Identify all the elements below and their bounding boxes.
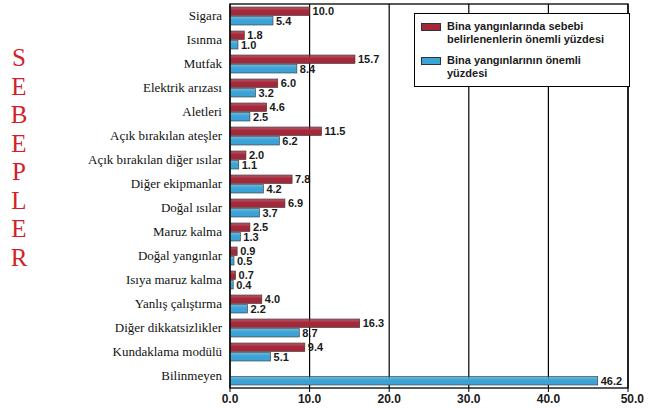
bar bbox=[230, 343, 305, 352]
data-label: 1.0 bbox=[241, 39, 256, 51]
legend-text: Bina yangınlarında sebebi belirlenenleri… bbox=[447, 20, 604, 45]
tick-label: 0.0 bbox=[222, 392, 239, 406]
legend-text: Bina yangınlarının önemli yüzdesi bbox=[447, 54, 581, 79]
data-label: 11.5 bbox=[325, 125, 346, 137]
legend-item: Bina yangınlarının önemli yüzdesi bbox=[421, 54, 623, 80]
plot-area bbox=[230, 4, 628, 388]
bar bbox=[230, 137, 279, 146]
bar bbox=[230, 175, 292, 184]
data-label: 0.4 bbox=[236, 279, 252, 291]
category-label: Açık bırakılan diğer ısılar bbox=[88, 152, 223, 167]
data-label: 4.6 bbox=[270, 101, 285, 113]
data-label: 8.7 bbox=[302, 327, 317, 339]
category-label: Bilinmeyen bbox=[161, 368, 222, 383]
category-label: Doğal ısılar bbox=[161, 200, 223, 215]
category-label: Açık bırakılan ateşler bbox=[110, 128, 223, 143]
data-label: 2.5 bbox=[253, 111, 268, 123]
data-label: 0.5 bbox=[237, 255, 252, 267]
data-label: 10.0 bbox=[313, 5, 334, 17]
data-label: 5.4 bbox=[276, 15, 292, 27]
grid bbox=[230, 4, 628, 392]
data-label: 46.2 bbox=[601, 375, 622, 387]
bar bbox=[230, 185, 263, 194]
category-label: Sigara bbox=[189, 8, 222, 23]
bar bbox=[230, 233, 240, 242]
legend-swatch bbox=[421, 23, 441, 31]
data-label: 15.7 bbox=[358, 53, 379, 65]
bar bbox=[230, 209, 259, 218]
legend: Bina yangınlarında sebebi belirlenenleri… bbox=[414, 13, 630, 87]
bar bbox=[230, 55, 355, 64]
data-label: 7.8 bbox=[295, 173, 310, 185]
legend-item: Bina yangınlarında sebebi belirlenenleri… bbox=[421, 20, 623, 46]
data-label: 2.2 bbox=[251, 303, 266, 315]
category-label: Diğer ekipmanlar bbox=[131, 176, 223, 191]
category-label: Isınma bbox=[187, 32, 223, 47]
y-axis-label: SEBEPLER bbox=[11, 44, 28, 271]
bar bbox=[230, 305, 248, 314]
tick-label: 10.0 bbox=[298, 392, 322, 406]
data-label: 6.2 bbox=[282, 135, 297, 147]
data-label: 3.7 bbox=[262, 207, 277, 219]
category-label: Diğer dikkatsizlikler bbox=[115, 320, 223, 335]
data-labels: 10.01.815.76.04.611.52.07.86.92.50.90.74… bbox=[236, 5, 622, 387]
bar bbox=[230, 65, 297, 74]
tick-label: 20.0 bbox=[378, 392, 402, 406]
bar bbox=[230, 353, 271, 362]
data-label: 6.0 bbox=[281, 77, 296, 89]
category-label: Isıya maruz kalma bbox=[126, 272, 222, 287]
legend-swatch bbox=[421, 57, 441, 65]
data-label: 4.2 bbox=[266, 183, 281, 195]
data-label: 1.3 bbox=[243, 231, 258, 243]
data-label: 8.4 bbox=[300, 63, 316, 75]
bar bbox=[230, 17, 273, 26]
tick-label: 30.0 bbox=[457, 392, 481, 406]
category-label: Mutfak bbox=[184, 56, 223, 71]
bar bbox=[230, 89, 255, 98]
category-label: Doğal yangınlar bbox=[138, 248, 223, 263]
chart-root: 0.010.020.030.040.050.010.01.815.76.04.6… bbox=[0, 0, 651, 408]
bar bbox=[230, 7, 310, 16]
data-label: 6.9 bbox=[288, 197, 303, 209]
bar bbox=[230, 271, 236, 280]
tick-label: 50.0 bbox=[621, 392, 645, 406]
category-label: Aletleri bbox=[182, 104, 222, 119]
data-label: 3.2 bbox=[258, 87, 273, 99]
grid-line bbox=[389, 4, 390, 388]
data-label: 5.1 bbox=[274, 351, 289, 363]
category-label: Maruz kalma bbox=[153, 224, 222, 239]
bar bbox=[230, 127, 322, 136]
category-label: Kundaklama modülü bbox=[113, 344, 223, 359]
bar bbox=[230, 319, 360, 328]
bar bbox=[230, 113, 250, 122]
bar bbox=[230, 377, 598, 386]
data-label: 1.1 bbox=[242, 159, 257, 171]
bar bbox=[230, 41, 238, 50]
category-label: Elektrik arızası bbox=[143, 80, 222, 95]
bar bbox=[230, 161, 239, 170]
data-label: 16.3 bbox=[363, 317, 384, 329]
data-label: 9.4 bbox=[308, 341, 324, 353]
category-label: Yanlış çalıştırma bbox=[135, 296, 222, 311]
data-label: 4.0 bbox=[265, 293, 280, 305]
bar bbox=[230, 329, 299, 338]
plot-frame bbox=[230, 4, 628, 388]
tick-label: 40.0 bbox=[537, 392, 561, 406]
